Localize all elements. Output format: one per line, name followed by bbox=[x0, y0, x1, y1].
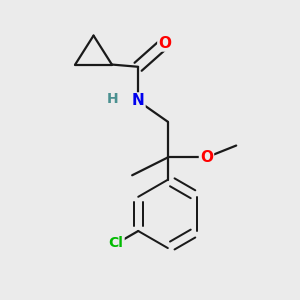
Text: N: N bbox=[132, 94, 145, 109]
Text: Cl: Cl bbox=[109, 236, 124, 250]
Text: O: O bbox=[158, 35, 171, 50]
Text: H: H bbox=[107, 92, 119, 106]
Text: O: O bbox=[200, 150, 213, 165]
